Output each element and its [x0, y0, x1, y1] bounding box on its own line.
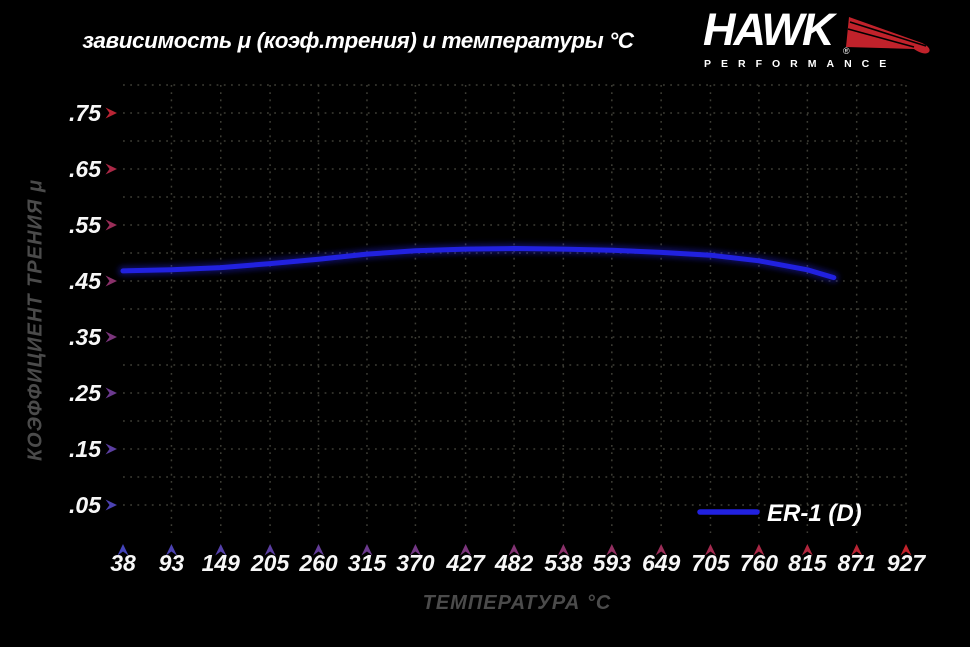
y-tick-label: .55	[69, 212, 102, 238]
x-tick-label: 705	[691, 550, 731, 576]
y-tick-label: .05	[69, 492, 102, 518]
x-tick-arrow-icon	[704, 544, 716, 556]
x-tick-label: 149	[202, 550, 241, 576]
x-tick-arrow-icon	[606, 544, 618, 556]
y-tick-label: .25	[69, 380, 102, 406]
legend-series-label: ER-1 (D)	[767, 500, 862, 527]
x-tick-label: 315	[348, 550, 388, 576]
hawk-logo-wordmark: HAWK	[703, 4, 834, 55]
x-tick-arrow-icon	[655, 544, 667, 556]
legend: ER-1 (D)	[697, 500, 862, 527]
y-tick-label: .65	[69, 156, 102, 182]
x-tick-label: 370	[396, 550, 435, 576]
data-curve	[120, 246, 837, 281]
x-tick-arrow-icon	[215, 544, 227, 556]
x-tick-label: 427	[445, 550, 486, 576]
x-tick-arrow-icon	[557, 544, 569, 556]
y-tick-arrow-icon	[105, 163, 117, 175]
y-axis-title: КОЭФФИЦИЕНТ ТРЕНИЯ μ	[24, 178, 47, 462]
x-tick-label: 38	[110, 550, 136, 576]
x-tick-label: 538	[544, 550, 583, 576]
tick-labels: .05 .15 .25 .35 .45 .55 .65 .75 38 93 149 205 260 315…	[69, 100, 926, 576]
hawk-wing-icon	[846, 17, 930, 54]
x-tick-arrow-icon	[851, 544, 863, 556]
y-tick-arrow-icon	[105, 219, 117, 231]
gridlines	[123, 84, 907, 533]
hawk-logo-subtitle: PERFORMANCE	[704, 58, 897, 70]
data-curve-glow	[118, 243, 839, 283]
y-tick-label: .15	[69, 436, 102, 462]
x-tick-arrow-icon	[801, 544, 813, 556]
x-tick-label: 927	[887, 550, 927, 576]
x-tick-arrow-icon	[361, 544, 373, 556]
tick-arrows	[105, 107, 912, 556]
x-tick-label: 649	[642, 550, 681, 576]
x-tick-arrow-icon	[313, 544, 325, 556]
x-tick-arrow-icon	[508, 544, 520, 556]
x-tick-label: 260	[298, 550, 338, 576]
x-tick-label: 871	[837, 550, 875, 576]
y-tick-arrow-icon	[105, 499, 117, 511]
x-tick-arrow-icon	[264, 544, 276, 556]
x-tick-label: 760	[740, 550, 779, 576]
y-tick-label: .75	[69, 100, 102, 126]
x-tick-label: 593	[593, 550, 632, 576]
y-tick-arrow-icon	[105, 387, 117, 399]
x-tick-label: 93	[159, 550, 185, 576]
x-tick-label: 482	[494, 550, 534, 576]
y-tick-arrow-icon	[105, 275, 117, 287]
y-tick-arrow-icon	[105, 331, 117, 343]
x-tick-arrow-icon	[753, 544, 765, 556]
x-tick-arrow-icon	[117, 544, 129, 556]
chart-title: зависимость μ (коэф.трения) и температур…	[82, 28, 634, 53]
y-tick-arrow-icon	[105, 443, 117, 455]
x-tick-arrow-icon	[900, 544, 912, 556]
hawk-logo: HAWK ® PERFORMANCE	[695, 4, 945, 76]
axes	[121, 85, 907, 535]
x-tick-label: 815	[788, 550, 828, 576]
x-axis-title: ТЕМПЕРАТУРА °C	[422, 592, 612, 614]
y-tick-label: .45	[69, 268, 102, 294]
x-tick-label: 205	[250, 550, 291, 576]
x-tick-arrow-icon	[409, 544, 421, 556]
x-tick-arrow-icon	[460, 544, 472, 556]
x-tick-arrow-icon	[165, 544, 177, 556]
y-tick-label: .35	[69, 324, 102, 350]
y-tick-arrow-icon	[105, 107, 117, 119]
hawk-logo-registered-mark: ®	[843, 46, 850, 56]
data-curves	[118, 243, 839, 283]
